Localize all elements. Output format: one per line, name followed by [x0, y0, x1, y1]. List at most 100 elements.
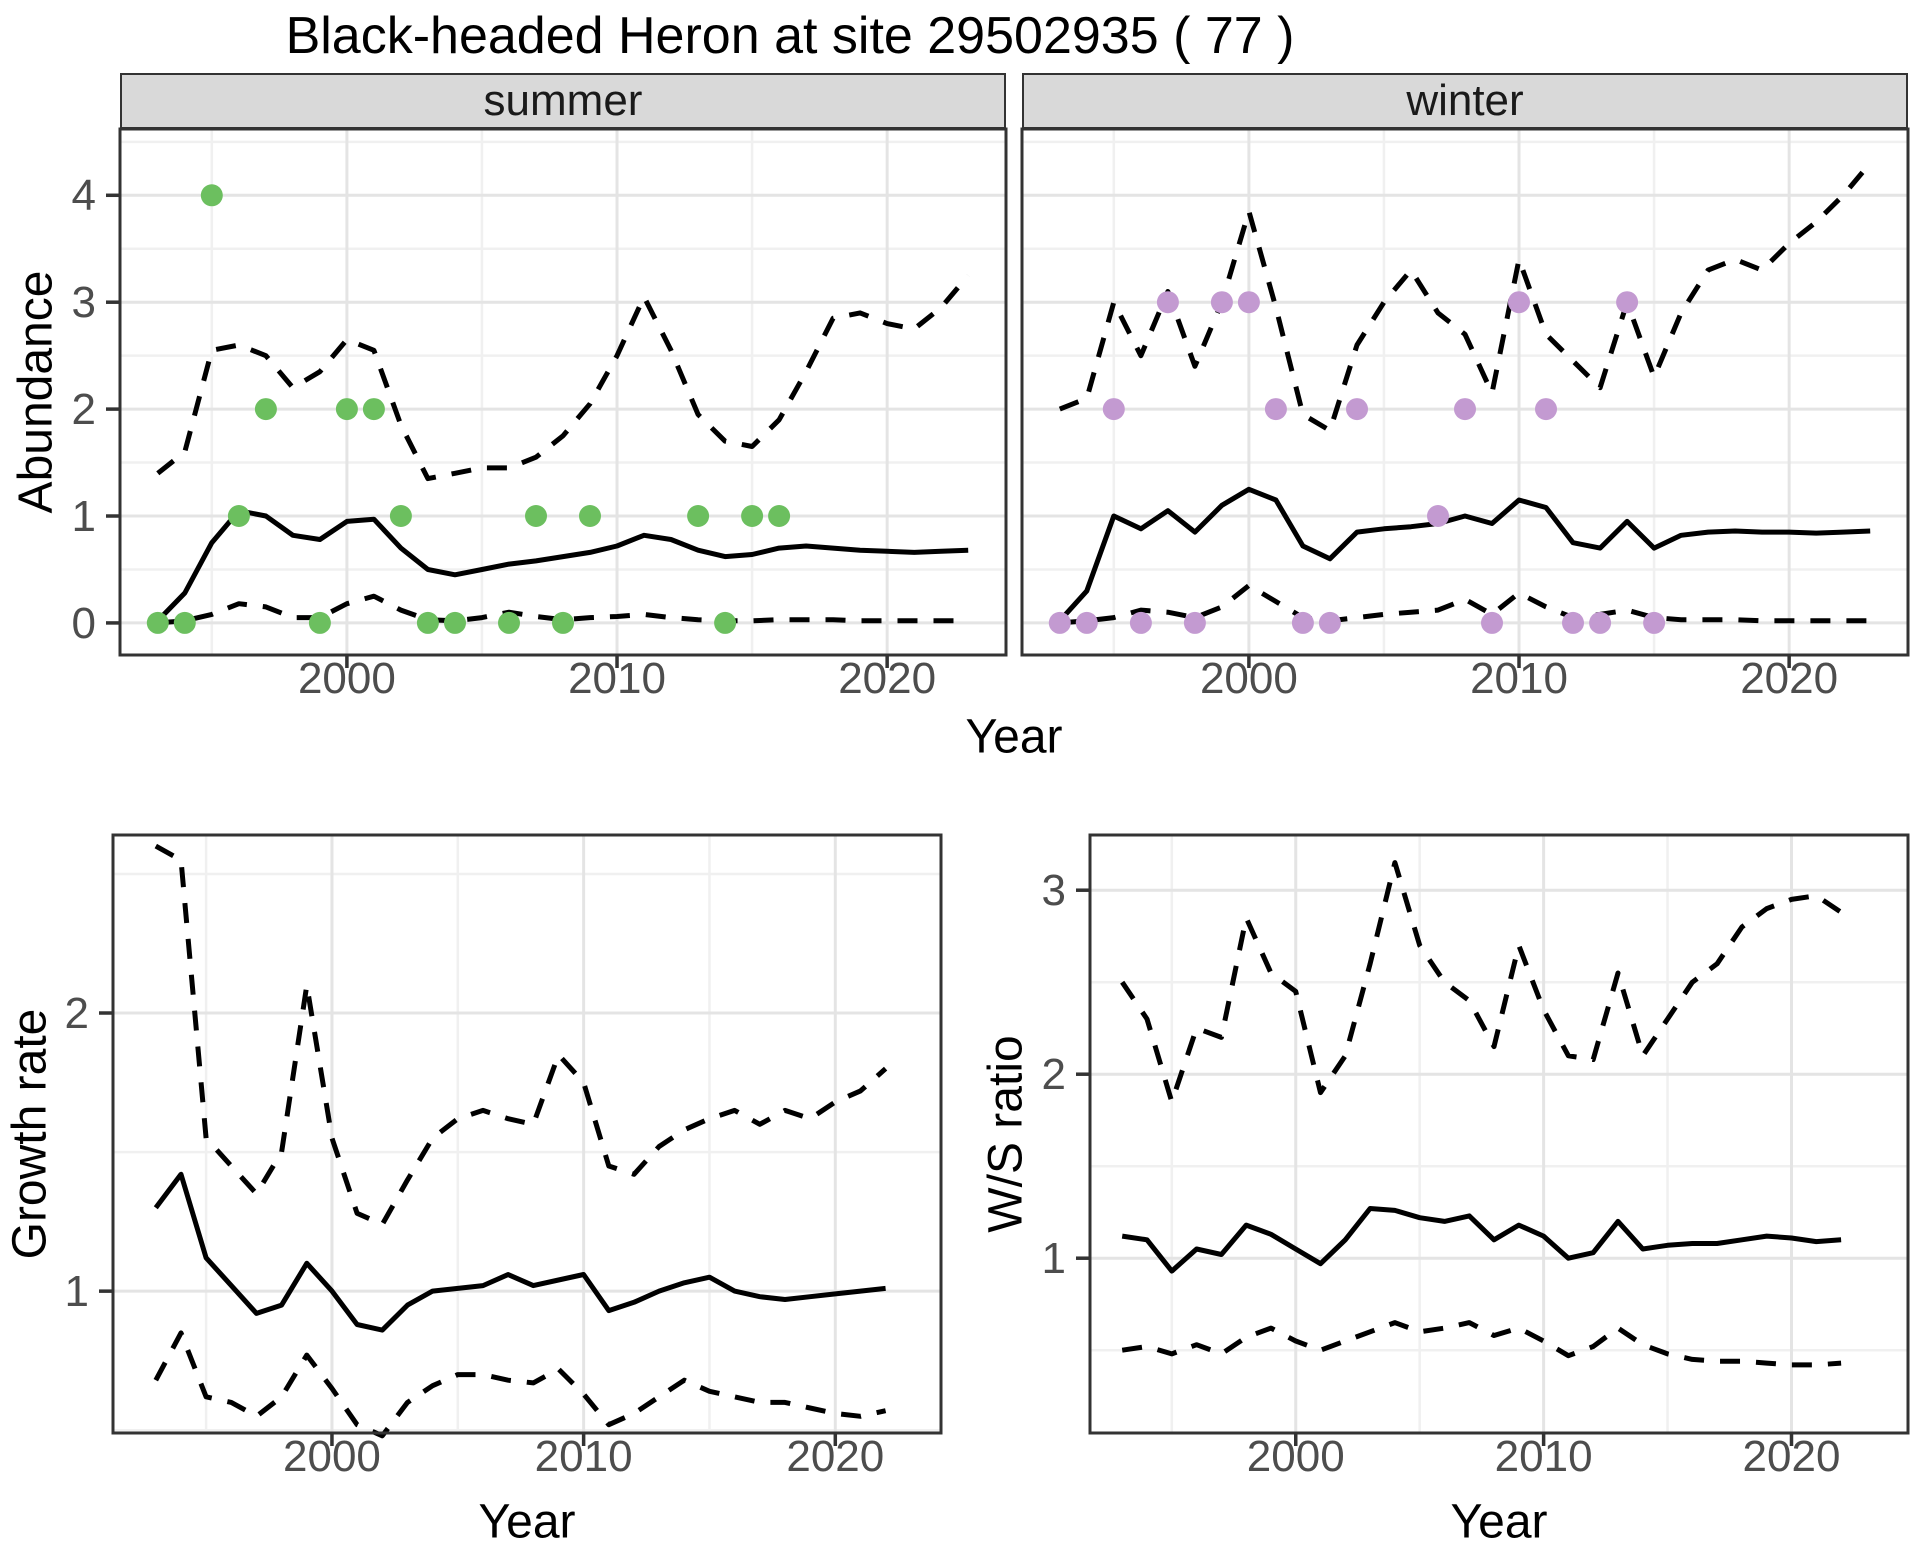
observation-point: [227, 505, 250, 527]
abundance_summer-series: [156, 273, 971, 626]
abundance_summer-gridlines-major: [120, 129, 1006, 655]
y-tick-label: 2: [65, 989, 89, 1038]
abundance_summer-ci_upper_97_5-line: [156, 273, 971, 482]
growth_rate-median_fit-line: [153, 1171, 886, 1333]
observation-point: [1291, 611, 1314, 634]
abundance_summer-ci_lower_2_5-line: [157, 593, 969, 626]
growth_rate-ci_lower_2_5-line: [153, 1330, 887, 1439]
abundance_winter-panel-border: [1020, 127, 1910, 657]
observation-point: [1237, 291, 1260, 314]
y-tick-label: 0: [72, 599, 96, 648]
ws_ratio-panel-border: [1088, 833, 1910, 1435]
facet-strip-winter-label: winter: [1406, 76, 1524, 125]
facet-strip-summer-label: summer: [483, 76, 643, 125]
x-tick-label: 2000: [1247, 1432, 1345, 1481]
observation-point: [1616, 291, 1639, 314]
observed_counts_summer: [146, 184, 791, 634]
ws_ratio-series: [1120, 860, 1843, 1368]
observation-point: [768, 505, 791, 527]
observation-point: [254, 398, 277, 421]
observation-point: [1454, 398, 1476, 421]
y-tick-label: 4: [72, 171, 96, 220]
ws_ratio-axis: 2000 2010 2020 1 2 3: [1042, 866, 1841, 1481]
x-axis-title-top: Year: [965, 710, 1063, 764]
ws_ratio-gridlines-minor: [1090, 835, 1908, 1433]
observed_counts_winter: [1048, 291, 1666, 634]
observation-point: [308, 611, 331, 634]
observation-point: [687, 505, 710, 527]
ws_ratio-ci_lower_2_5-line: [1121, 1320, 1842, 1368]
x-axis-title-bottom-right: Year: [1450, 1495, 1548, 1549]
abundance_winter-series: [1057, 161, 1873, 626]
growth_rate-series: [153, 843, 888, 1439]
ws_ratio-median_fit-line: [1121, 1206, 1842, 1274]
observation-point: [146, 611, 169, 634]
abundance_winter-panel: 2000 2010 2020: [1020, 127, 1910, 703]
y-tick-label: 1: [65, 1267, 89, 1316]
abundance_winter-axis: 2000 2010 2020: [1200, 654, 1838, 703]
abundance_winter-ci_lower_2_5-line: [1059, 583, 1871, 626]
figure-title: Black-headed Heron at site 29502935 ( 77…: [285, 7, 1295, 65]
observation-point: [1318, 611, 1341, 634]
x-axis-title-bottom-left: Year: [478, 1495, 576, 1549]
abundance_winter-ci_upper_97_5-line: [1058, 161, 1873, 433]
observation-point: [1183, 611, 1206, 634]
x-tick-label: 2020: [1740, 654, 1838, 703]
facet-strip-winter: winter: [1022, 73, 1908, 129]
observation-point: [416, 611, 439, 634]
ws_ratio-gridlines-major: [1090, 835, 1908, 1433]
observation-point: [173, 611, 196, 634]
growth_rate-axis: 2000 2010 2020 1 2: [65, 989, 885, 1481]
abundance_summer-panel: 2000 2010 2020 0 1 2 3 4: [72, 127, 1008, 703]
growth_rate-gridlines-major: [113, 835, 941, 1433]
abundance_summer-panel-border: [118, 127, 1008, 657]
x-tick-label: 2010: [1470, 654, 1568, 703]
observation-point: [498, 611, 520, 634]
observation-point: [1346, 398, 1368, 421]
x-tick-label: 2000: [1200, 654, 1298, 703]
observation-point: [1264, 398, 1287, 421]
x-tick-label: 2020: [786, 1432, 884, 1481]
observation-point: [579, 505, 601, 527]
y-tick-label: 1: [72, 492, 96, 541]
y-tick-label: 2: [1042, 1050, 1066, 1099]
observation-point: [1075, 611, 1098, 634]
x-tick-label: 2020: [1743, 1432, 1841, 1481]
observation-point: [1129, 611, 1152, 634]
observation-point: [1156, 291, 1179, 314]
growth_rate-gridlines-minor: [113, 835, 941, 1433]
abundance_summer-gridlines-minor: [120, 129, 1006, 655]
x-tick-label: 2010: [568, 654, 666, 703]
growth_rate-panel: 2000 2010 2020 1 2: [65, 833, 943, 1481]
y-tick-label: 1: [1042, 1234, 1066, 1283]
observation-point: [1210, 291, 1233, 314]
observation-point: [1508, 291, 1530, 314]
facet-strip-summer: summer: [120, 73, 1006, 129]
y-tick-label: 2: [72, 385, 96, 434]
observation-point: [714, 611, 737, 634]
observation-point: [335, 398, 358, 421]
y-tick-label: 3: [1042, 866, 1066, 915]
observation-point: [200, 184, 223, 207]
observation-point: [1102, 398, 1125, 421]
observation-point: [444, 611, 466, 634]
abundance_summer-median_fit-line: [156, 508, 969, 623]
observation-point: [1589, 611, 1612, 634]
ws_ratio-ci_upper_97_5-line: [1120, 860, 1843, 1105]
observation-point: [525, 505, 547, 527]
observation-point: [1048, 611, 1071, 634]
x-tick-label: 2000: [283, 1432, 381, 1481]
observation-point: [552, 611, 574, 634]
observation-point: [1481, 611, 1503, 634]
y-tick-label: 3: [72, 278, 96, 327]
growth_rate-panel-border: [111, 833, 943, 1435]
observation-point: [1562, 611, 1584, 634]
observation-point: [741, 505, 764, 527]
x-tick-label: 2010: [1495, 1432, 1593, 1481]
x-tick-label: 2020: [838, 654, 936, 703]
abundance_winter-gridlines-minor: [1022, 129, 1908, 655]
observation-point: [389, 505, 412, 527]
x-tick-label: 2010: [535, 1432, 633, 1481]
